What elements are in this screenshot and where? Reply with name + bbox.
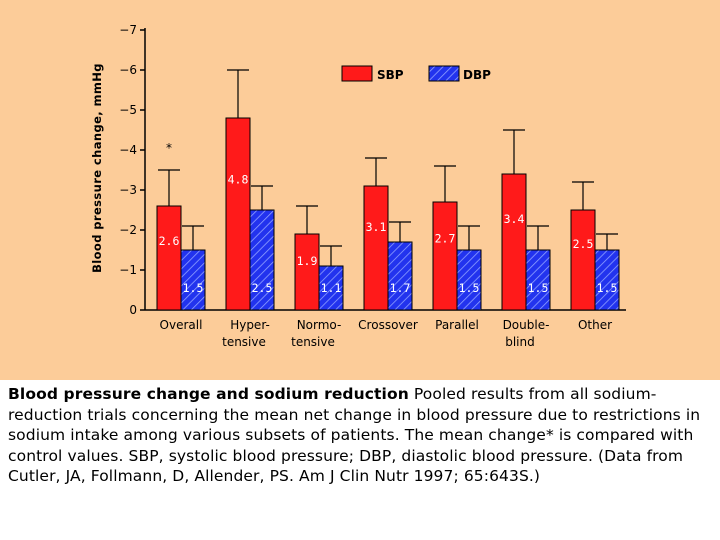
y-tick-label: −7 xyxy=(119,23,137,37)
bar-dbp xyxy=(456,249,482,311)
x-tick-label: Parallel xyxy=(435,318,479,332)
caption-body: Pooled results from all sodium-reduction… xyxy=(8,385,701,485)
y-tick-label: −2 xyxy=(119,223,137,237)
bar-sbp xyxy=(363,185,389,311)
bar-dbp xyxy=(318,265,344,311)
value-label-sbp: 3.1 xyxy=(366,220,387,234)
bar-dbp xyxy=(594,249,620,311)
bar-chart: 0 −1 −2 −3 −4 −5 −6 −7 2.6 1.5 Overall 4.8 2.5 Hyper… xyxy=(90,23,626,349)
x-tick-label: Crossover xyxy=(358,318,418,332)
x-tick-label-line2: tensive xyxy=(222,335,266,349)
x-tick-label-line2: blind xyxy=(505,335,535,349)
legend-label-sbp: SBP xyxy=(377,68,404,82)
legend-label-dbp: DBP xyxy=(463,68,491,82)
value-label-dbp: 1.5 xyxy=(459,281,480,295)
legend: SBP DBP xyxy=(341,65,491,82)
bar-sbp xyxy=(501,173,527,311)
y-axis-title: Blood pressure change, mmHg xyxy=(90,63,104,273)
bar-sbp xyxy=(156,205,182,311)
bar-dbp xyxy=(249,209,275,311)
value-label-dbp: 1.1 xyxy=(321,281,342,295)
value-label-sbp: 2.7 xyxy=(435,231,456,245)
chart-panel: 0 −1 −2 −3 −4 −5 −6 −7 2.6 1.5 Overall 4.8 2.5 Hyper… xyxy=(0,0,720,380)
significance-asterisk: * xyxy=(166,141,172,155)
value-label-sbp: 4.8 xyxy=(228,173,249,187)
x-tick-label: Other xyxy=(578,318,612,332)
legend-swatch-dbp xyxy=(428,65,460,82)
y-tick-label: 0 xyxy=(129,303,137,317)
value-label-dbp: 1.5 xyxy=(528,281,549,295)
value-label-sbp: 1.9 xyxy=(297,254,318,268)
x-tick-label: Double- xyxy=(503,318,550,332)
value-label-sbp: 2.5 xyxy=(573,237,594,251)
bar-sbp xyxy=(570,209,596,311)
bars-layer xyxy=(156,69,620,311)
bar-sbp xyxy=(225,117,251,311)
y-tick-label: −5 xyxy=(119,103,137,117)
bar-sbp xyxy=(432,201,458,311)
bar-sbp xyxy=(294,233,320,311)
caption-title: Blood pressure change and sodium reducti… xyxy=(8,385,409,403)
labels-layer: 2.6 1.5 Overall 4.8 2.5 Hyper-tensive 1.91.1 No… xyxy=(159,141,618,349)
x-tick-label: Hyper- xyxy=(230,318,270,332)
y-tick-label: −3 xyxy=(119,183,137,197)
x-tick-label: Overall xyxy=(160,318,203,332)
value-label-dbp: 2.5 xyxy=(252,281,273,295)
x-tick-label: Normo- xyxy=(297,318,342,332)
bar-dbp xyxy=(180,249,206,311)
y-tick-label: −4 xyxy=(119,143,137,157)
value-label-dbp: 1.7 xyxy=(390,281,411,295)
legend-swatch-sbp xyxy=(341,65,373,82)
figure-caption: Blood pressure change and sodium reducti… xyxy=(8,384,712,487)
value-label-sbp: 3.4 xyxy=(504,212,525,226)
value-label-dbp: 1.5 xyxy=(183,281,204,295)
y-tick-label: −6 xyxy=(119,63,137,77)
value-label-dbp: 1.5 xyxy=(597,281,618,295)
y-tick-label: −1 xyxy=(119,263,137,277)
value-label-sbp: 2.6 xyxy=(159,234,180,248)
x-tick-label-line2: tensive xyxy=(291,335,335,349)
bar-dbp xyxy=(387,241,413,311)
bar-dbp xyxy=(525,249,551,311)
